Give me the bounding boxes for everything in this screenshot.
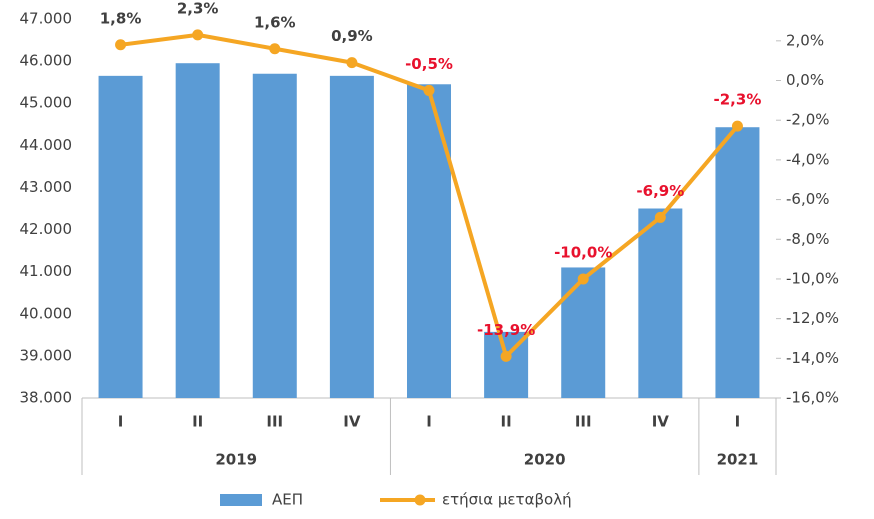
group-label: 2019 bbox=[215, 451, 257, 469]
y-tick-label: 47.000 bbox=[20, 10, 73, 28]
line-point bbox=[654, 211, 666, 223]
data-label: -2,3% bbox=[714, 91, 762, 109]
data-label: -6,9% bbox=[636, 182, 684, 200]
line-point bbox=[423, 84, 435, 96]
line-point bbox=[500, 350, 512, 362]
bar bbox=[407, 84, 451, 399]
legend-swatch-point bbox=[414, 494, 426, 506]
bar bbox=[175, 63, 220, 398]
legend-label: ΑΕΠ bbox=[272, 491, 303, 509]
y2-tick-label: -14,0% bbox=[786, 349, 839, 367]
bar bbox=[329, 75, 374, 398]
line-point bbox=[192, 29, 204, 41]
legend-swatch bbox=[220, 494, 262, 506]
line-point bbox=[577, 273, 589, 285]
y-tick-label: 41.000 bbox=[20, 262, 73, 280]
y-tick-label: 39.000 bbox=[20, 346, 73, 364]
line-point bbox=[115, 39, 127, 51]
y2-tick-label: 0,0% bbox=[786, 71, 824, 89]
line-point bbox=[731, 120, 743, 132]
y-tick-label: 42.000 bbox=[20, 220, 73, 238]
y2-tick-label: -16,0% bbox=[786, 389, 839, 407]
x-tick-label: IV bbox=[343, 413, 361, 431]
data-label: -13,9% bbox=[477, 321, 535, 339]
y-tick-label: 40.000 bbox=[20, 304, 73, 322]
data-label: 1,6% bbox=[254, 13, 296, 31]
group-label: 2021 bbox=[717, 451, 759, 469]
x-tick-label: I bbox=[735, 413, 741, 431]
y2-tick-label: -2,0% bbox=[786, 111, 830, 129]
bar bbox=[715, 127, 760, 398]
x-tick-label: III bbox=[266, 413, 283, 431]
y2-tick-label: -4,0% bbox=[786, 150, 830, 168]
data-label: 2,3% bbox=[177, 0, 219, 17]
legend-label: ετήσια μεταβολή bbox=[442, 491, 572, 509]
x-tick-label: IV bbox=[652, 413, 670, 431]
bar bbox=[252, 73, 297, 398]
line-point bbox=[346, 57, 358, 69]
x-tick-label: II bbox=[192, 413, 203, 431]
x-tick-label: III bbox=[575, 413, 592, 431]
data-label: -0,5% bbox=[405, 55, 453, 73]
y-tick-label: 44.000 bbox=[20, 136, 73, 154]
bar bbox=[638, 208, 683, 398]
y-tick-label: 45.000 bbox=[20, 94, 73, 112]
y-tick-label: 43.000 bbox=[20, 178, 73, 196]
y2-tick-label: -6,0% bbox=[786, 190, 830, 208]
x-tick-label: II bbox=[501, 413, 512, 431]
data-label: 1,8% bbox=[100, 9, 142, 27]
y2-tick-label: -8,0% bbox=[786, 230, 830, 248]
y-tick-label: 46.000 bbox=[20, 52, 73, 70]
x-tick-label: I bbox=[118, 413, 124, 431]
x-tick-label: I bbox=[426, 413, 432, 431]
y2-tick-label: -12,0% bbox=[786, 309, 839, 327]
data-label: 0,9% bbox=[331, 27, 373, 45]
line-point bbox=[269, 43, 281, 55]
y2-tick-label: -10,0% bbox=[786, 269, 839, 287]
data-label: -10,0% bbox=[554, 243, 612, 261]
bar bbox=[98, 75, 143, 398]
y2-tick-label: 2,0% bbox=[786, 31, 824, 49]
bar bbox=[561, 267, 606, 398]
group-label: 2020 bbox=[524, 451, 566, 469]
y-tick-label: 38.000 bbox=[20, 389, 73, 407]
